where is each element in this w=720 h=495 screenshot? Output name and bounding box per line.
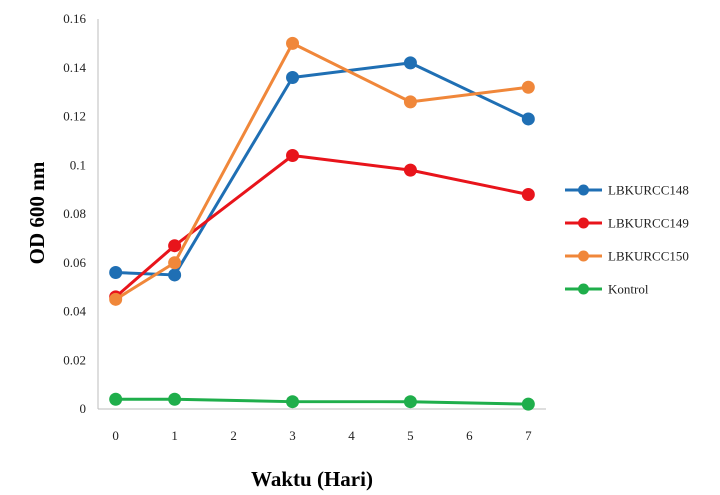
data-point (286, 395, 300, 409)
data-point (403, 395, 417, 409)
x-tick-label: 4 (348, 428, 355, 443)
data-point (403, 95, 417, 109)
x-tick-label: 5 (407, 428, 414, 443)
data-point (168, 256, 182, 270)
series-lbkurcc150 (109, 36, 535, 306)
data-point (286, 71, 300, 84)
legend-label: LBKURCC149 (608, 216, 689, 231)
x-axis-title: Waktu (Hari) (251, 467, 373, 491)
data-point (286, 36, 300, 50)
x-axis-ticks: 0 1 2 3 4 5 6 7 (112, 428, 532, 443)
data-point (286, 149, 300, 162)
data-point (521, 188, 535, 201)
y-tick-label: 0.06 (63, 255, 86, 270)
x-tick-label: 0 (112, 428, 119, 443)
x-tick-label: 2 (230, 428, 237, 443)
legend-item: LBKURCC148 (565, 183, 689, 198)
data-point (521, 397, 535, 411)
legend-item: Kontrol (565, 282, 649, 297)
legend-label: Kontrol (608, 282, 649, 297)
legend-swatch-marker (578, 217, 589, 229)
legend-swatch-marker (578, 184, 589, 196)
y-tick-label: 0.04 (63, 304, 86, 319)
data-point (168, 392, 182, 406)
y-tick-label: 0.08 (63, 206, 86, 221)
legend-label: LBKURCC148 (608, 183, 689, 198)
x-tick-label: 7 (525, 428, 532, 443)
series-layer (109, 36, 535, 411)
y-tick-label: 0 (80, 401, 87, 416)
y-tick-label: 0.02 (63, 352, 86, 367)
legend-swatch-marker (578, 283, 589, 295)
y-tick-label: 0.12 (63, 109, 86, 124)
y-tick-label: 0.1 (70, 157, 86, 172)
series-kontrol (109, 392, 535, 411)
x-tick-label: 3 (289, 428, 296, 443)
y-tick-label: 0.16 (63, 11, 86, 26)
legend: LBKURCC148 LBKURCC149 LBKURCC150 Kontrol (565, 183, 689, 297)
plot-area (97, 19, 546, 410)
y-axis-ticks: 0 0.02 0.04 0.06 0.08 0.1 0.12 0.14 0.16 (63, 11, 86, 416)
data-point (168, 268, 182, 282)
data-point (521, 112, 535, 126)
x-tick-label: 1 (171, 428, 178, 443)
data-point (168, 239, 182, 253)
data-point (109, 292, 123, 306)
data-point (109, 266, 123, 279)
y-tick-label: 0.14 (63, 60, 86, 75)
legend-label: LBKURCC150 (608, 249, 689, 264)
legend-swatch-marker (578, 250, 589, 262)
data-point (403, 56, 417, 70)
data-point (521, 80, 535, 94)
data-point (403, 163, 417, 177)
legend-item: LBKURCC150 (565, 249, 689, 264)
x-tick-label: 6 (466, 428, 473, 443)
legend-item: LBKURCC149 (565, 216, 689, 231)
data-point (109, 392, 123, 406)
y-axis-title: OD 600 nm (25, 161, 49, 264)
